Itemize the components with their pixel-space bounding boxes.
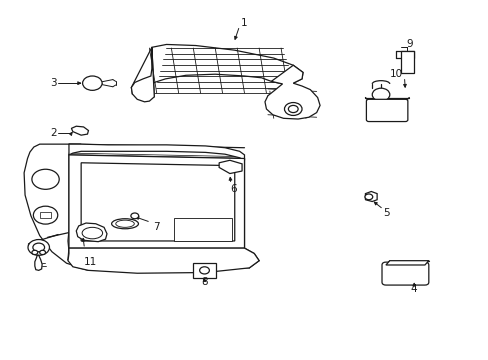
Text: 1: 1 <box>241 18 247 28</box>
Text: 6: 6 <box>230 184 237 194</box>
Ellipse shape <box>116 220 134 227</box>
Circle shape <box>131 213 139 219</box>
Circle shape <box>284 103 302 116</box>
Text: 5: 5 <box>383 208 389 218</box>
Polygon shape <box>76 223 107 242</box>
Circle shape <box>33 243 44 252</box>
Polygon shape <box>69 144 244 160</box>
Polygon shape <box>68 248 259 273</box>
Bar <box>400 51 413 73</box>
Circle shape <box>199 267 209 274</box>
Polygon shape <box>69 155 244 248</box>
Polygon shape <box>264 65 320 119</box>
Circle shape <box>288 105 298 113</box>
FancyBboxPatch shape <box>366 99 407 122</box>
Bar <box>193 263 215 278</box>
Text: 2: 2 <box>50 129 57 138</box>
Circle shape <box>32 169 59 189</box>
Polygon shape <box>24 144 108 269</box>
Polygon shape <box>35 255 42 270</box>
Circle shape <box>371 88 389 101</box>
Ellipse shape <box>111 219 138 229</box>
Circle shape <box>28 239 49 255</box>
Text: 9: 9 <box>405 40 412 49</box>
Polygon shape <box>71 126 88 135</box>
Polygon shape <box>385 261 428 265</box>
Polygon shape <box>81 163 234 241</box>
Text: 7: 7 <box>153 222 160 232</box>
Polygon shape <box>131 47 154 102</box>
Bar <box>173 218 232 241</box>
Circle shape <box>364 194 372 200</box>
Text: 4: 4 <box>410 284 417 294</box>
Circle shape <box>32 250 38 255</box>
Text: 11: 11 <box>84 257 97 267</box>
Circle shape <box>40 250 45 255</box>
Polygon shape <box>219 160 242 174</box>
Ellipse shape <box>82 227 102 239</box>
Text: 3: 3 <box>50 78 57 88</box>
Text: 8: 8 <box>201 277 207 287</box>
Polygon shape <box>149 44 303 97</box>
Polygon shape <box>365 192 376 202</box>
Text: 10: 10 <box>389 69 403 79</box>
Bar <box>40 212 51 218</box>
Circle shape <box>33 206 58 224</box>
FancyBboxPatch shape <box>381 262 428 285</box>
Circle shape <box>82 76 102 90</box>
